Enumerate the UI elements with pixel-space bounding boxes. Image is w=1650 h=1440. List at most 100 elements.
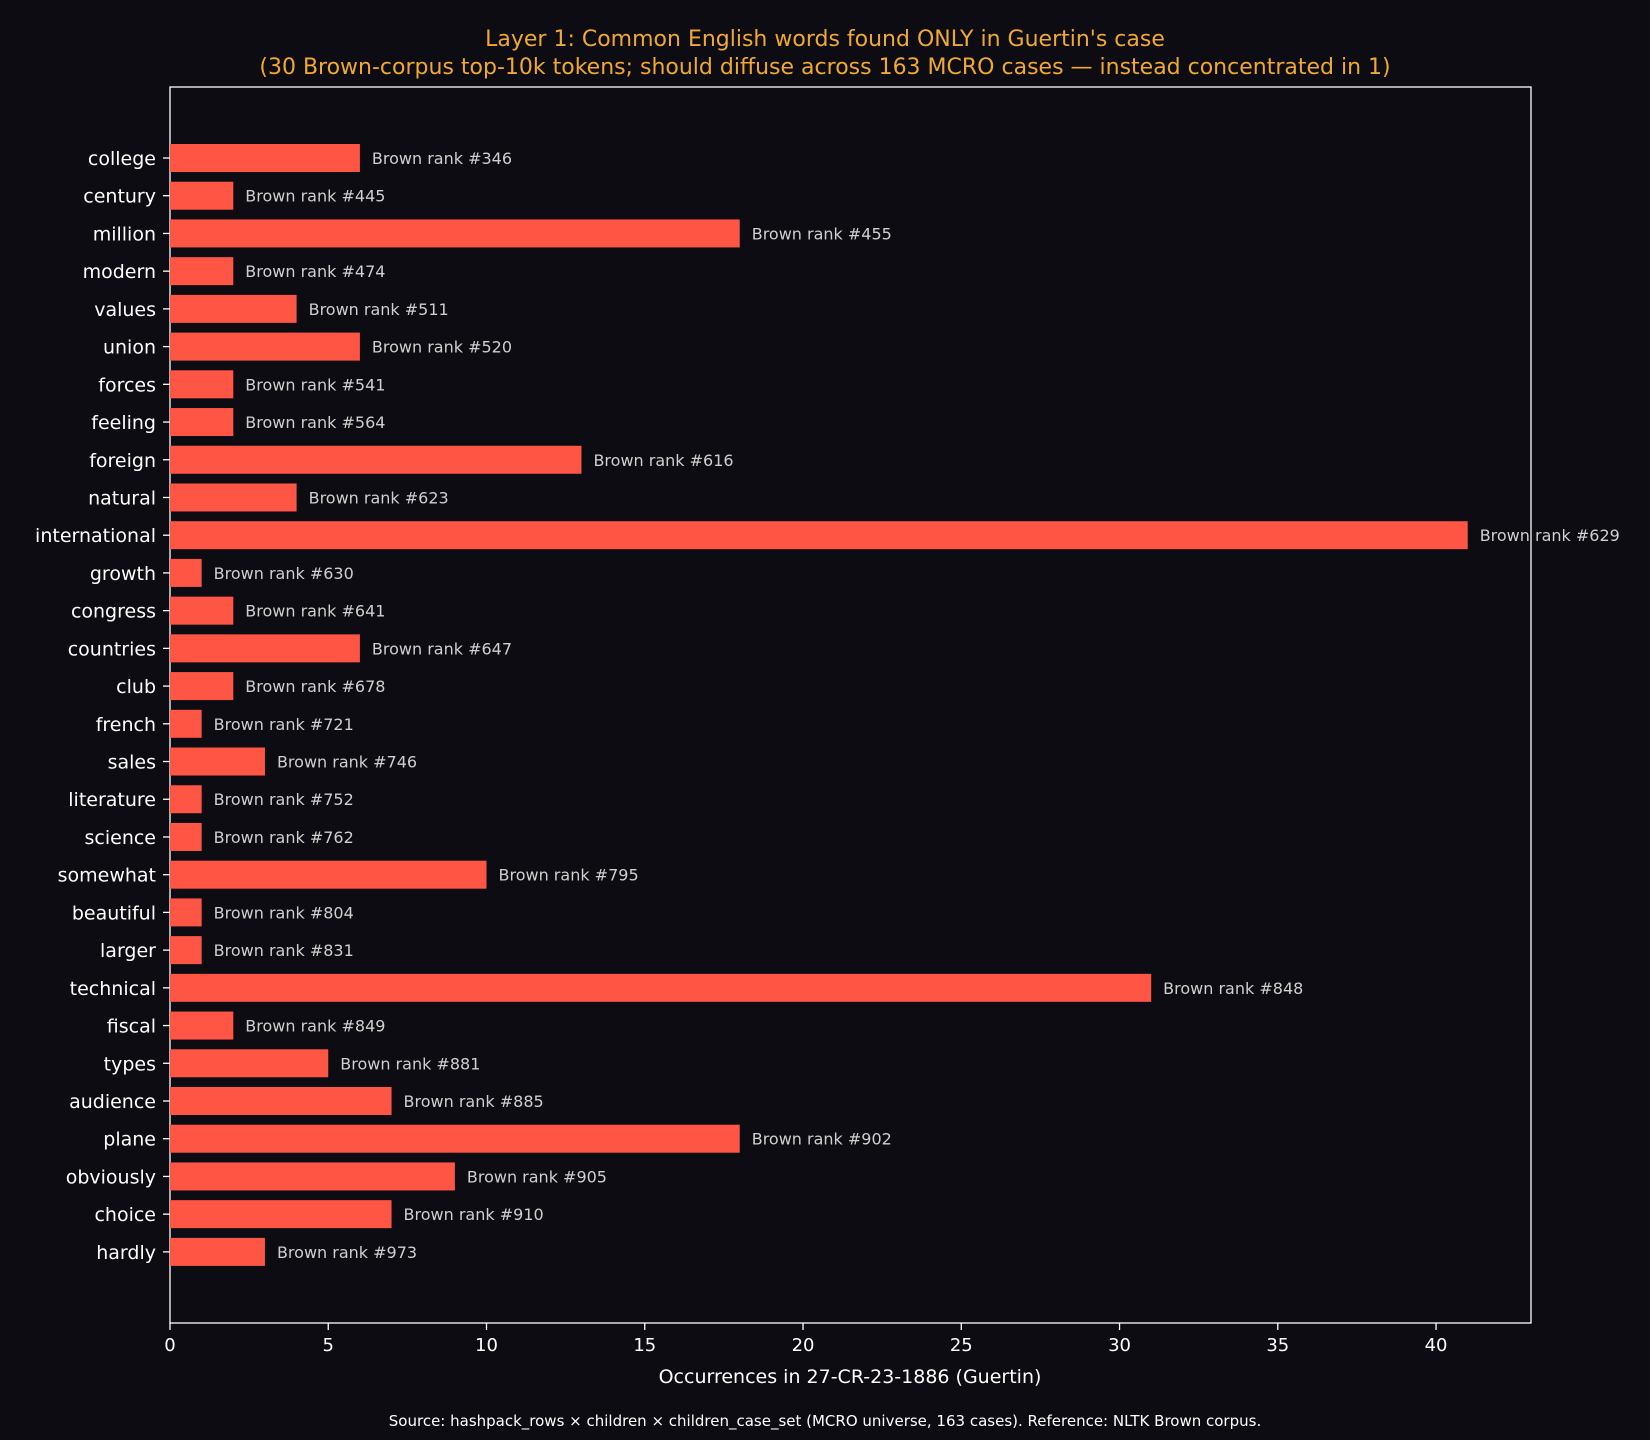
source-footer: Source: hashpack_rows × children × child… xyxy=(389,1412,1261,1431)
category-label-century: century xyxy=(83,186,156,208)
category-label-congress: congress xyxy=(71,601,156,623)
bars-group xyxy=(170,144,1468,1266)
category-label-college: college xyxy=(88,148,156,170)
category-label-international: international xyxy=(35,525,156,547)
bar-congress xyxy=(170,596,234,625)
category-label-fiscal: fiscal xyxy=(107,1016,156,1038)
bar-beautiful xyxy=(170,898,202,927)
bar-annotation-literature: Brown rank #752 xyxy=(214,790,354,809)
bar-values xyxy=(170,294,297,323)
bar-annotation-french: Brown rank #721 xyxy=(214,715,354,734)
bar-annotation-college: Brown rank #346 xyxy=(372,149,512,168)
bar-somewhat xyxy=(170,860,487,889)
x-tick-label: 25 xyxy=(950,1335,973,1356)
bar-forces xyxy=(170,370,234,399)
bar-annotation-larger: Brown rank #831 xyxy=(214,941,354,960)
bar-century xyxy=(170,181,234,210)
category-label-countries: countries xyxy=(68,638,156,660)
x-tick-label: 35 xyxy=(1266,1335,1289,1356)
category-label-hardly: hardly xyxy=(96,1242,156,1264)
plot-area xyxy=(169,86,1532,1324)
bar-annotation-obviously: Brown rank #905 xyxy=(467,1167,607,1186)
category-label-science: science xyxy=(85,827,157,849)
bar-annotation-beautiful: Brown rank #804 xyxy=(214,903,354,922)
category-label-growth: growth xyxy=(90,563,156,585)
bar-science xyxy=(170,822,202,851)
category-label-forces: forces xyxy=(98,374,156,396)
bar-natural xyxy=(170,483,297,512)
bar-annotation-somewhat: Brown rank #795 xyxy=(499,866,639,885)
chart-subtitle: (30 Brown-corpus top-10k tokens; should … xyxy=(259,55,1390,80)
category-label-french: french xyxy=(96,714,156,736)
bar-annotation-values: Brown rank #511 xyxy=(309,300,449,319)
x-tick-label: 0 xyxy=(164,1335,175,1356)
bar-annotation-sales: Brown rank #746 xyxy=(277,753,417,772)
category-label-audience: audience xyxy=(69,1091,156,1113)
bar-annotation-modern: Brown rank #474 xyxy=(245,262,385,281)
category-label-million: million xyxy=(93,223,156,245)
category-label-somewhat: somewhat xyxy=(58,865,156,887)
category-label-foreign: foreign xyxy=(89,450,156,472)
bar-million xyxy=(170,219,740,248)
category-label-club: club xyxy=(116,676,156,698)
bar-annotation-types: Brown rank #881 xyxy=(340,1054,480,1073)
bar-union xyxy=(170,332,360,361)
category-labels: college century million modern values union fo… xyxy=(35,148,170,1264)
bar-annotation-growth: Brown rank #630 xyxy=(214,564,354,583)
bar-annotation-congress: Brown rank #641 xyxy=(245,602,385,621)
category-label-types: types xyxy=(104,1053,156,1075)
category-label-technical: technical xyxy=(70,978,156,1000)
bar-annotation-natural: Brown rank #623 xyxy=(309,488,449,507)
x-axis-ticks: 0 5 10 15 20 25 30 35 40 xyxy=(164,1323,1447,1356)
x-tick-label: 5 xyxy=(323,1335,334,1356)
bar-annotations: Brown rank #346 Brown rank #445 Brown rank… xyxy=(214,149,1620,1262)
category-label-plane: plane xyxy=(103,1129,156,1151)
bar-annotation-technical: Brown rank #848 xyxy=(1163,979,1303,998)
bar-technical xyxy=(170,973,1152,1002)
bar-audience xyxy=(170,1087,392,1115)
bar-annotation-international: Brown rank #629 xyxy=(1480,526,1620,545)
bar-larger xyxy=(170,936,202,965)
bar-growth xyxy=(170,558,202,587)
bar-sales xyxy=(170,747,265,776)
bar-annotation-countries: Brown rank #647 xyxy=(372,639,512,658)
bar-annotation-plane: Brown rank #902 xyxy=(752,1130,892,1149)
x-tick-label: 40 xyxy=(1425,1335,1448,1356)
bar-hardly xyxy=(170,1237,265,1266)
bar-annotation-forces: Brown rank #541 xyxy=(245,375,385,394)
chart-title: Layer 1: Common English words found ONLY… xyxy=(485,27,1165,52)
x-axis-label: Occurrences in 27-CR-23-1886 (Guertin) xyxy=(659,1366,1042,1388)
x-tick-label: 20 xyxy=(792,1335,815,1356)
bar-plane xyxy=(170,1124,740,1153)
x-tick-label: 10 xyxy=(475,1335,498,1356)
category-label-values: values xyxy=(94,299,156,321)
category-label-modern: modern xyxy=(83,261,156,283)
bar-literature xyxy=(170,785,202,814)
bar-feeling xyxy=(170,408,234,437)
bar-annotation-feeling: Brown rank #564 xyxy=(245,413,385,432)
bar-college xyxy=(170,144,360,172)
category-label-larger: larger xyxy=(100,940,156,962)
bar-annotation-science: Brown rank #762 xyxy=(214,828,354,847)
bar-types xyxy=(170,1049,329,1078)
bar-obviously xyxy=(170,1162,455,1191)
bar-annotation-choice: Brown rank #910 xyxy=(404,1205,544,1224)
category-label-literature: literature xyxy=(68,789,156,811)
bar-international xyxy=(170,521,1468,550)
bar-annotation-foreign: Brown rank #616 xyxy=(593,451,733,470)
bar-modern xyxy=(170,257,234,286)
bar-foreign xyxy=(170,445,582,474)
category-label-union: union xyxy=(103,337,156,359)
bar-club xyxy=(170,672,234,701)
category-label-beautiful: beautiful xyxy=(72,902,156,924)
category-label-obviously: obviously xyxy=(66,1166,156,1188)
bar-annotation-fiscal: Brown rank #849 xyxy=(245,1017,385,1036)
category-label-sales: sales xyxy=(108,752,156,774)
bar-annotation-club: Brown rank #678 xyxy=(245,677,385,696)
bar-annotation-audience: Brown rank #885 xyxy=(404,1092,544,1111)
bar-french xyxy=(170,709,202,738)
bar-countries xyxy=(170,634,360,663)
category-label-feeling: feeling xyxy=(91,412,156,434)
bar-choice xyxy=(170,1200,392,1229)
